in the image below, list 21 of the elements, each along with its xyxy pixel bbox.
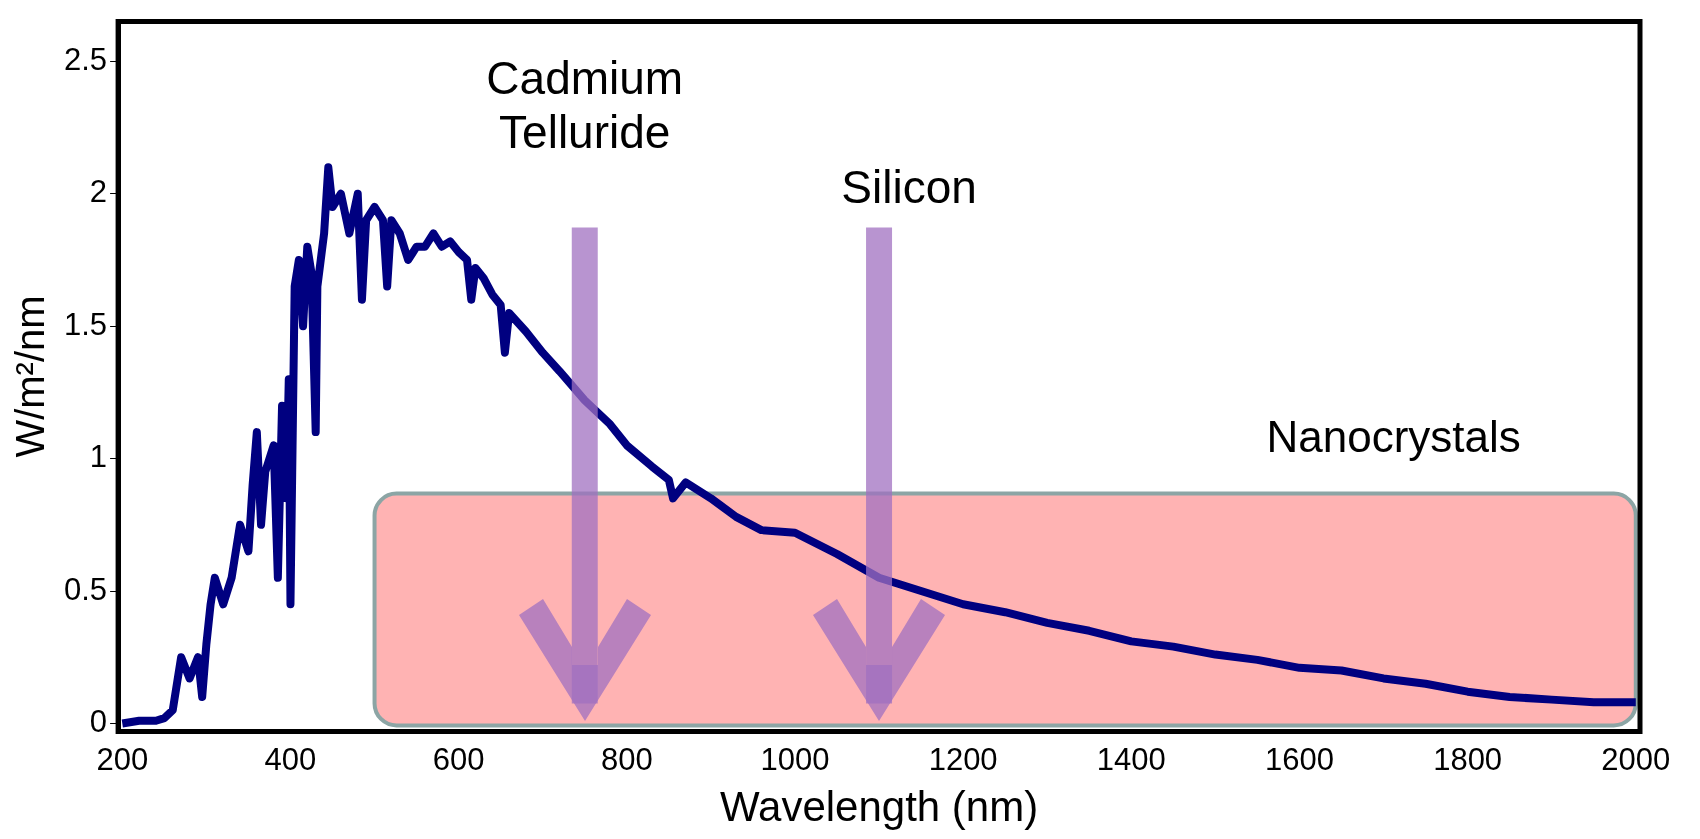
y-tick-label: 2.5 (63, 41, 108, 77)
y-tick-label: 1 (89, 439, 108, 475)
y-tick-label: 2 (89, 174, 108, 210)
y-axis-title: W/m²/nm (8, 295, 53, 458)
x-tick-label: 1800 (1433, 741, 1503, 777)
y-tick-label: 1.5 (63, 306, 108, 342)
x-tick-label: 2000 (1601, 741, 1671, 777)
x-tick-label: 1600 (1264, 741, 1334, 777)
ref-line-label: Silicon (841, 161, 977, 214)
y-tick-label: 0.5 (63, 571, 108, 607)
x-tick-label: 1400 (1096, 741, 1166, 777)
y-tick-label: 0 (89, 704, 108, 739)
x-axis-title: Wavelength (nm) (719, 783, 1039, 831)
x-tick-label: 1000 (760, 741, 830, 777)
x-tick-label: 400 (264, 741, 317, 777)
x-tick-label: 200 (96, 741, 149, 777)
band-label: Nanocrystals (1266, 411, 1521, 461)
x-tick-label: 800 (600, 741, 653, 777)
ref-line-label: Cadmium Telluride (486, 52, 684, 159)
x-tick-label: 1200 (928, 741, 998, 777)
x-tick-label: 600 (432, 741, 485, 777)
